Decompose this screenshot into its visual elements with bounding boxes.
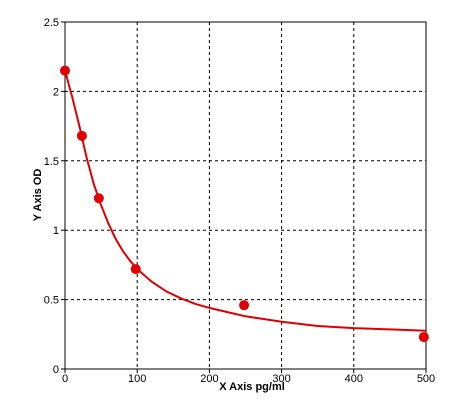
x-tick-label: 300 bbox=[272, 373, 290, 385]
y-tick-label: 2.5 bbox=[44, 17, 59, 29]
data-point bbox=[418, 332, 429, 343]
x-ticks: 0 100 200 300 400 500 bbox=[62, 369, 435, 385]
y-tick-label: 2 bbox=[53, 86, 59, 98]
plot-area bbox=[64, 21, 427, 370]
x-tick-label: 0 bbox=[62, 373, 68, 385]
y-axis-title: Y Axis OD bbox=[32, 169, 44, 222]
y-ticks: 0 0.5 1 1.5 2 2.5 bbox=[44, 17, 65, 376]
x-axis-title: X Axis pg/ml bbox=[219, 381, 285, 393]
y-tick-label: 0.5 bbox=[44, 295, 59, 307]
x-tick-label: 400 bbox=[345, 373, 363, 385]
y-tick-label: 0 bbox=[53, 364, 59, 376]
x-tick-label: 500 bbox=[417, 373, 435, 385]
y-tick-label: 1.5 bbox=[44, 156, 59, 168]
data-point bbox=[76, 130, 87, 141]
fit-curve bbox=[64, 70, 427, 332]
data-point bbox=[93, 193, 104, 204]
x-tick-label: 100 bbox=[128, 373, 146, 385]
data-points bbox=[60, 65, 429, 343]
data-point bbox=[239, 300, 250, 311]
data-point bbox=[60, 65, 70, 76]
data-point bbox=[130, 264, 141, 275]
grid bbox=[65, 22, 426, 369]
x-tick-label: 200 bbox=[200, 373, 218, 385]
y-tick-label: 1 bbox=[53, 225, 59, 237]
